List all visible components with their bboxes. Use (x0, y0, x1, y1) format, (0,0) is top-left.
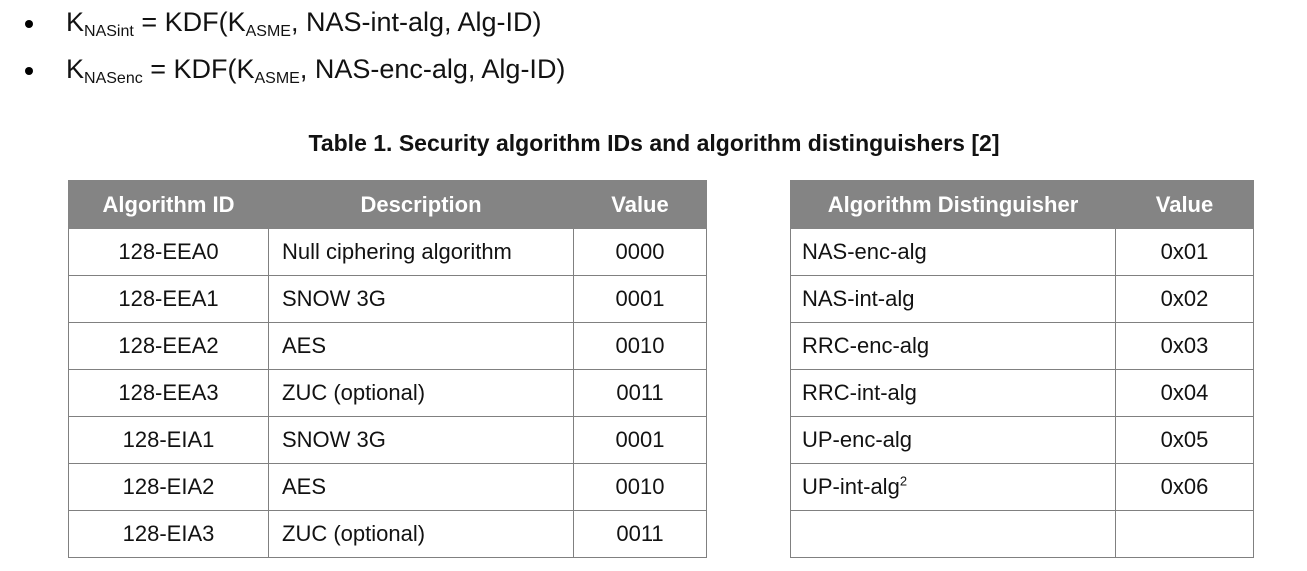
bullet-icon (25, 67, 33, 75)
table-row: 128-EEA1 SNOW 3G 0001 (68, 275, 707, 323)
table-cell: 0x03 (1115, 322, 1254, 370)
table-cell: 128-EEA3 (68, 369, 269, 417)
table-cell (790, 510, 1116, 558)
formula-text: K (66, 7, 85, 37)
table-cell: 0011 (573, 510, 707, 558)
table-row: RRC-enc-alg 0x03 (790, 322, 1254, 370)
table-cell: 0001 (573, 416, 707, 464)
bullet-item-knasenc: KNASenc = KDF(KASME, NAS-enc-alg, Alg-ID… (25, 51, 565, 91)
table-cell: Null ciphering algorithm (268, 228, 574, 276)
header-row: Algorithm ID Description Value (68, 180, 707, 229)
table-cell: SNOW 3G (268, 275, 574, 323)
table-cell: ZUC (optional) (268, 369, 574, 417)
table-cell: 128-EIA2 (68, 463, 269, 511)
knasint-formula: KNASint = KDF(KASME, NAS-int-alg, Alg-ID… (66, 7, 542, 41)
table-caption: Table 1. Security algorithm IDs and algo… (308, 130, 1000, 156)
table-row: UP-int-alg2 0x06 (790, 463, 1254, 511)
table-cell (1115, 510, 1254, 558)
table-cell: RRC-enc-alg (790, 322, 1116, 370)
table-cell: NAS-int-alg (790, 275, 1116, 323)
formula-subscript: ASME (245, 23, 291, 40)
formula-text: , NAS-int-alg, Alg-ID) (290, 7, 542, 37)
table-cell: SNOW 3G (268, 416, 574, 464)
table-cell: AES (268, 322, 574, 370)
table-row: 128-EEA2 AES 0010 (68, 322, 707, 370)
header-row: Algorithm Distinguisher Value (790, 180, 1254, 229)
table-cell: 0x06 (1115, 463, 1254, 511)
table-cell: UP-int-alg2 (790, 463, 1116, 511)
table-cell: 0001 (573, 275, 707, 323)
table-cell: 0x02 (1115, 275, 1254, 323)
table-row: NAS-int-alg 0x02 (790, 275, 1254, 323)
table-cell: 0000 (573, 228, 707, 276)
formula-text: K (66, 54, 85, 84)
table-row: NAS-enc-alg 0x01 (790, 228, 1254, 276)
column-header: Algorithm Distinguisher (790, 180, 1116, 229)
table-row: 128-EEA3 ZUC (optional) 0011 (68, 369, 707, 417)
knasenc-formula: KNASenc = KDF(KASME, NAS-enc-alg, Alg-ID… (66, 54, 565, 88)
table-row: 128-EIA1 SNOW 3G 0001 (68, 416, 707, 464)
table-cell: 0011 (573, 369, 707, 417)
algorithm-distinguishers-table: Algorithm Distinguisher Value NAS-enc-alg 0… (790, 180, 1254, 558)
table-cell: 128-EIA1 (68, 416, 269, 464)
formula-subscript: ASME (254, 70, 300, 87)
table-row (790, 510, 1254, 558)
table-cell: RRC-int-alg (790, 369, 1116, 417)
column-header: Value (1115, 180, 1254, 229)
table-cell: 0x01 (1115, 228, 1254, 276)
table-cell: 128-EEA0 (68, 228, 269, 276)
table-cell: NAS-enc-alg (790, 228, 1116, 276)
table-row: 128-EEA0 Null ciphering algorithm 0000 (68, 228, 707, 276)
table-cell: 0010 (573, 322, 707, 370)
column-header: Algorithm ID (68, 180, 269, 229)
bullet-icon (25, 20, 33, 28)
table-cell: 128-EEA1 (68, 275, 269, 323)
column-header: Value (573, 180, 707, 229)
table-row: RRC-int-alg 0x04 (790, 369, 1254, 417)
formula-text: = KDF(K (133, 7, 246, 37)
formula-text: , NAS-enc-alg, Alg-ID) (299, 54, 566, 84)
bullet-item-knasint: KNASint = KDF(KASME, NAS-int-alg, Alg-ID… (25, 4, 542, 44)
table-cell: AES (268, 463, 574, 511)
table-row: 128-EIA2 AES 0010 (68, 463, 707, 511)
table-cell: 0010 (573, 463, 707, 511)
table-cell: ZUC (optional) (268, 510, 574, 558)
formula-subscript: NASenc (84, 70, 143, 87)
table-cell: 128-EEA2 (68, 322, 269, 370)
security-algorithm-ids-table: Algorithm ID Description Value 128-EEA0 Null… (68, 180, 707, 558)
table-row: UP-enc-alg 0x05 (790, 416, 1254, 464)
footnote-marker: 2 (899, 473, 908, 489)
column-header: Description (268, 180, 574, 229)
table-cell: 128-EIA3 (68, 510, 269, 558)
table-cell: 0x05 (1115, 416, 1254, 464)
table-cell: 0x04 (1115, 369, 1254, 417)
formula-text: = KDF(K (142, 54, 255, 84)
table-row: 128-EIA3 ZUC (optional) 0011 (68, 510, 707, 558)
formula-subscript: NASint (84, 23, 134, 40)
table-cell: UP-enc-alg (790, 416, 1116, 464)
